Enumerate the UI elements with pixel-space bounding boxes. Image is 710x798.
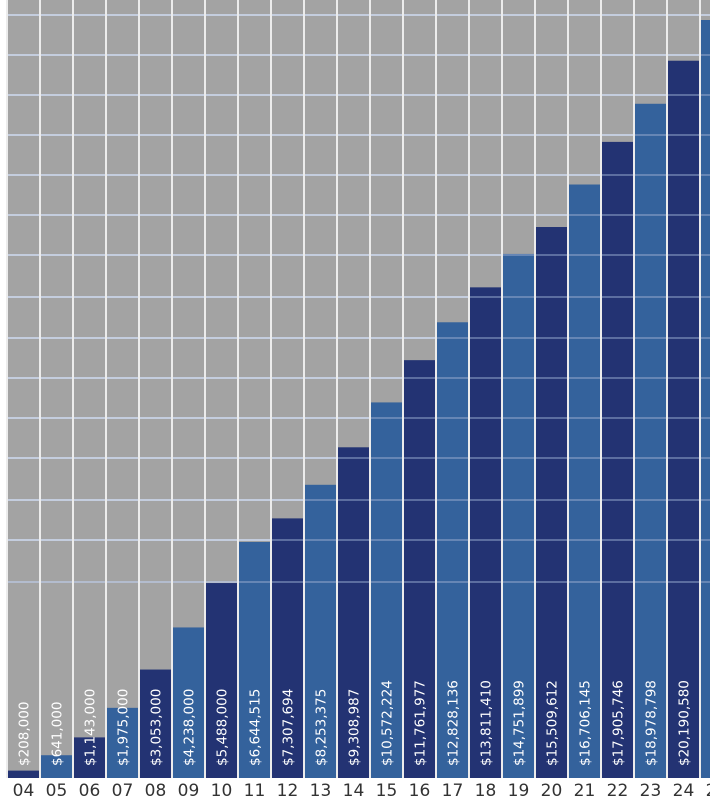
bar-06 xyxy=(73,737,106,778)
bar-12 xyxy=(271,518,304,778)
value-label: $13,811,410 xyxy=(479,680,495,766)
bar-04 xyxy=(7,770,40,778)
x-tick-label: 13 xyxy=(310,781,332,798)
x-tick-label: 06 xyxy=(79,781,101,798)
value-label: $6,644,515 xyxy=(248,689,264,766)
bar-19 xyxy=(502,253,535,778)
value-label: $17,905,746 xyxy=(611,680,627,766)
bar-20 xyxy=(535,227,568,778)
bar-22 xyxy=(601,141,634,779)
value-label: $5,488,000 xyxy=(215,689,231,766)
x-tick-label: 10 xyxy=(211,781,233,798)
value-label: $16,706,145 xyxy=(578,680,594,766)
value-label: $7,307,694 xyxy=(281,689,297,766)
value-label: $641,000 xyxy=(50,702,66,766)
value-label: $18,978,798 xyxy=(644,680,660,766)
value-label: $208,000 xyxy=(17,702,33,766)
x-tick-label: 12 xyxy=(277,781,299,798)
x-tick-label: 23 xyxy=(640,781,662,798)
bar-25 xyxy=(700,20,710,778)
bar-10 xyxy=(205,583,238,778)
x-tick-label: 15 xyxy=(376,781,398,798)
x-tick-label: 05 xyxy=(46,781,68,798)
bar-14 xyxy=(337,447,370,778)
bar-13 xyxy=(304,484,337,778)
x-tick-label: 14 xyxy=(343,781,365,798)
bar-09 xyxy=(172,627,205,778)
value-labels: $208,000 $641,000 $1,143,000 $1,975,000 $3,0… xyxy=(17,680,710,766)
value-label: $8,253,375 xyxy=(314,689,330,766)
value-label: $11,761,977 xyxy=(413,680,429,766)
x-tick-label: 22 xyxy=(607,781,629,798)
x-tick-label: 17 xyxy=(442,781,464,798)
x-tick-label: 04 xyxy=(13,781,35,798)
bar-08 xyxy=(139,669,172,778)
value-label: $10,572,224 xyxy=(380,680,396,766)
bar-05 xyxy=(40,755,73,778)
value-label: $20,190,580 xyxy=(677,680,693,766)
x-axis-tick-labels: 04 05 06 07 08 09 10 11 12 13 14 15 16 17 18 19 20 21 22 23… xyxy=(13,781,710,798)
bar-18 xyxy=(469,287,502,778)
gridlines-vertical xyxy=(6,0,701,778)
x-tick-label: 19 xyxy=(508,781,530,798)
x-tick-label: 08 xyxy=(145,781,167,798)
x-tick-label: 11 xyxy=(244,781,266,798)
value-label: $14,751,899 xyxy=(512,680,528,766)
bar-17 xyxy=(436,322,469,778)
value-label: $4,238,000 xyxy=(182,689,198,766)
value-label: $3,053,000 xyxy=(149,689,165,766)
value-label: $12,828,136 xyxy=(446,680,462,766)
x-tick-label: 16 xyxy=(409,781,431,798)
x-tick-label: 21 xyxy=(574,781,596,798)
value-label: $15,509,612 xyxy=(545,680,561,766)
bar-15 xyxy=(370,402,403,778)
bar-23 xyxy=(634,103,667,779)
bar-21 xyxy=(568,184,601,779)
value-label: $9,308,987 xyxy=(347,689,363,766)
bar-16 xyxy=(403,360,436,778)
x-tick-label: 24 xyxy=(673,781,695,798)
bars xyxy=(7,20,710,779)
x-tick-label: 20 xyxy=(541,781,563,798)
x-tick-label: 09 xyxy=(178,781,200,798)
bar-07 xyxy=(106,707,139,778)
x-tick-label: 07 xyxy=(112,781,134,798)
x-tick-label: 18 xyxy=(475,781,497,798)
bar-24 xyxy=(667,60,700,778)
x-tick-label: 25 xyxy=(706,781,710,798)
value-label: $1,143,000 xyxy=(83,689,99,766)
value-label: $1,975,000 xyxy=(116,689,132,766)
